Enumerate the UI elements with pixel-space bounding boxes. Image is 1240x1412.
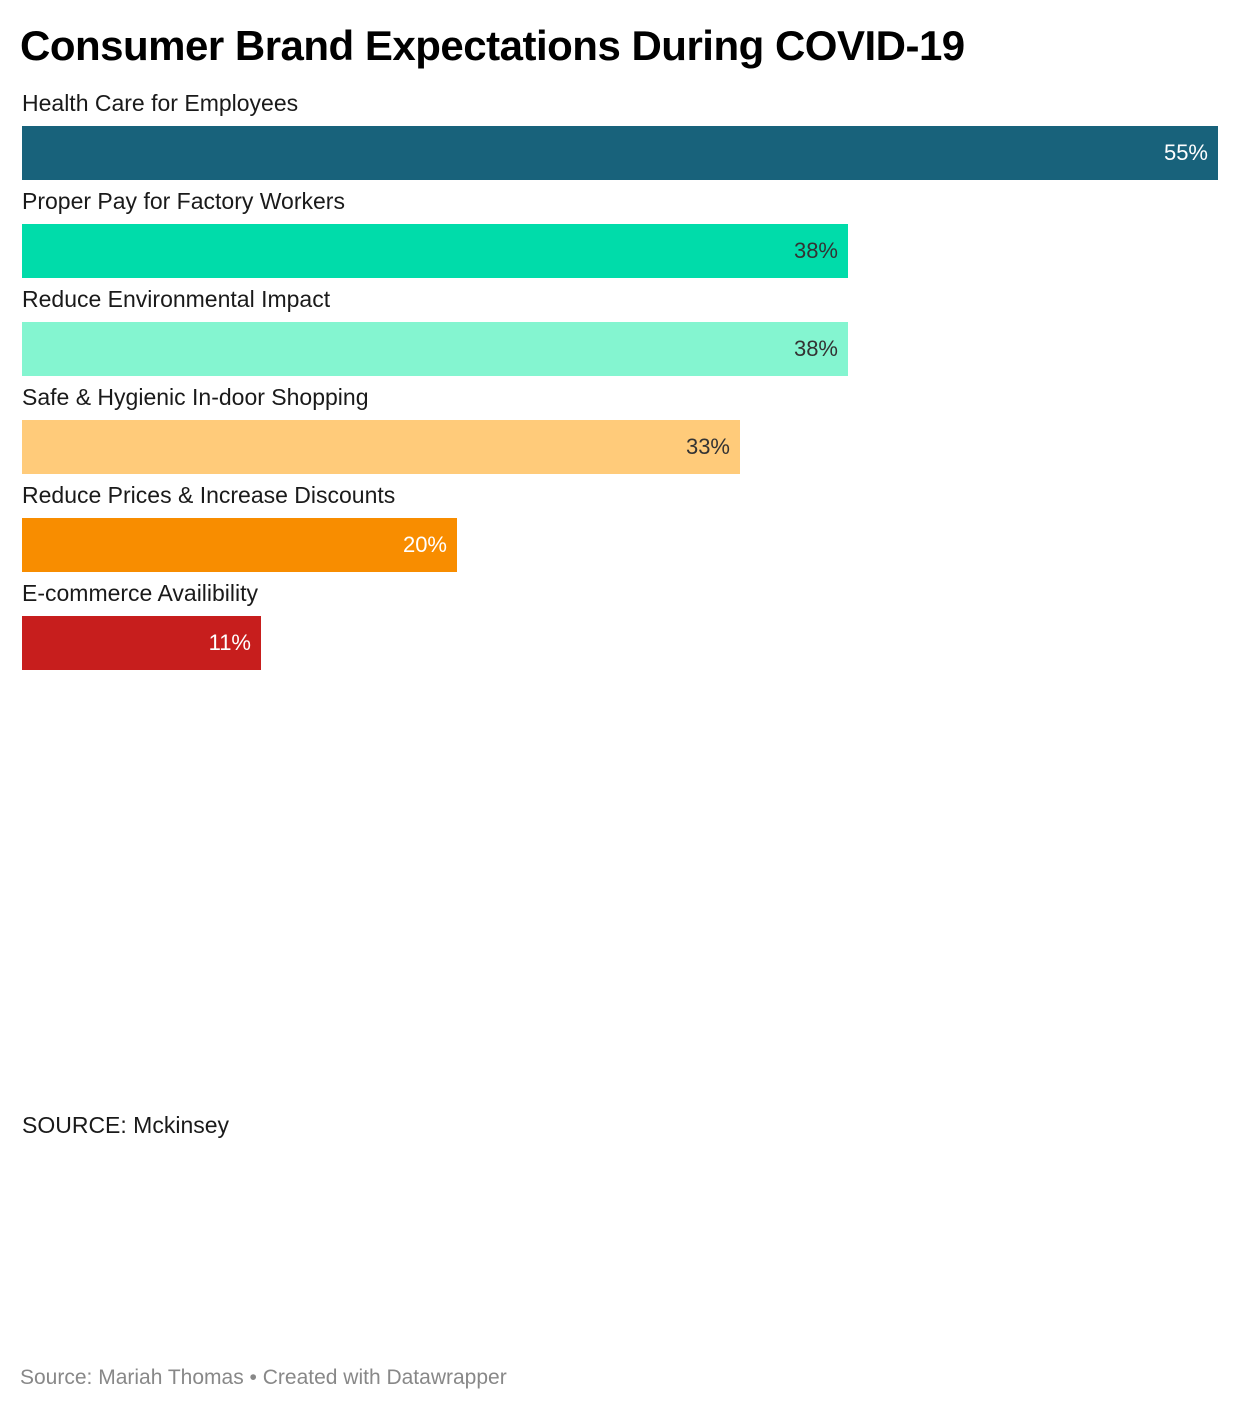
category-label: Safe & Hygienic In-door Shopping (22, 384, 369, 410)
bar-value-label: 33% (685, 434, 730, 459)
bar: 11% (22, 616, 261, 670)
bar: 55% (22, 126, 1218, 180)
bar-row: Reduce Environmental Impact 38% (22, 282, 1218, 380)
bar-value-label: 38% (793, 238, 838, 263)
category-label: Reduce Environmental Impact (22, 286, 331, 312)
category-label: Proper Pay for Factory Workers (22, 188, 345, 214)
bar: 20% (22, 518, 457, 572)
bar: 38% (22, 224, 848, 278)
source-note: SOURCE: Mckinsey (22, 1112, 230, 1138)
category-label: Reduce Prices & Increase Discounts (22, 482, 396, 508)
bar-value-label: 11% (208, 630, 251, 655)
bar-value-label: 55% (1163, 140, 1208, 165)
bar-row: E-commerce Availibility 11% (22, 576, 1218, 674)
bar-row: Safe & Hygienic In-door Shopping 33% (22, 380, 1218, 478)
bar-row: Health Care for Employees 55% (22, 86, 1218, 184)
bar-value-label: 38% (793, 336, 838, 361)
bar-row: Reduce Prices & Increase Discounts 20% (22, 478, 1218, 576)
chart-title: Consumer Brand Expectations During COVID… (20, 22, 965, 69)
footer-credit: Source: Mariah Thomas • Created with Dat… (20, 1366, 507, 1389)
bar: 33% (22, 420, 740, 474)
bar: 38% (22, 322, 848, 376)
category-label: Health Care for Employees (22, 90, 299, 116)
bar-value-label: 20% (402, 532, 447, 557)
bar-row: Proper Pay for Factory Workers 38% (22, 184, 1218, 282)
bar-chart: Health Care for Employees 55% Proper Pay f… (22, 86, 1218, 674)
category-label: E-commerce Availibility (22, 580, 259, 606)
